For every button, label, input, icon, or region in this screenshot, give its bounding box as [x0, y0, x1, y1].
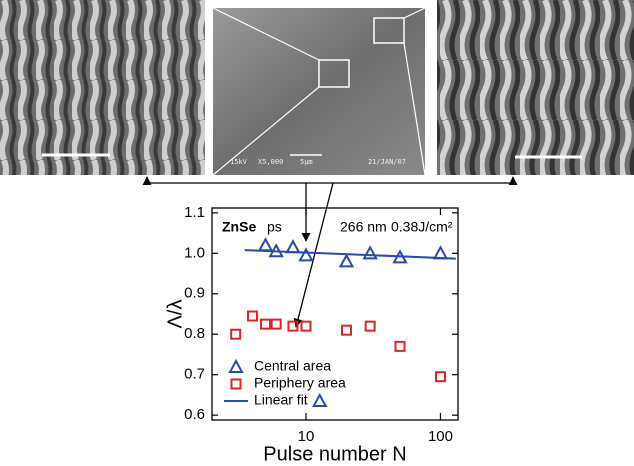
- x-axis-label: Pulse number N: [263, 443, 406, 465]
- annotation: ps: [267, 219, 282, 235]
- y-axis-label: Λ/λ: [164, 300, 186, 329]
- square-marker: [301, 322, 310, 331]
- x-tick-label: 10: [298, 428, 315, 445]
- figure: 15kV X5,000 5μm 21/JAN/07 ZnSe ps 266 nm…: [0, 0, 634, 466]
- sem-label: 15kV: [230, 158, 248, 166]
- square-marker: [232, 380, 241, 389]
- triangle-marker: [340, 255, 352, 266]
- sem-label: 5μm: [300, 158, 313, 166]
- y-tick-label: 0.9: [184, 285, 205, 302]
- square-marker: [272, 320, 281, 329]
- triangle-marker: [314, 395, 326, 406]
- sem-overview-image: [213, 8, 425, 175]
- annotation: 266 nm: [340, 219, 387, 235]
- sem-left-image: [0, 0, 205, 175]
- square-marker: [366, 322, 375, 331]
- triangle-marker: [287, 241, 299, 252]
- annotation: ZnSe: [222, 219, 256, 235]
- y-tick-label: 1.1: [184, 204, 205, 221]
- legend-label: Periphery area: [254, 375, 346, 391]
- triangle-marker: [300, 249, 312, 260]
- legend-label: Central area: [254, 358, 331, 374]
- sem-right-image: [437, 0, 634, 175]
- sem-label: X5,000: [258, 158, 283, 166]
- y-tick-label: 0.7: [184, 366, 205, 383]
- sem-label: 21/JAN/07: [368, 158, 406, 166]
- x-tick-label: 100: [428, 428, 453, 445]
- y-tick-label: 1.0: [184, 244, 205, 261]
- square-marker: [231, 330, 240, 339]
- square-marker: [436, 372, 445, 381]
- triangle-marker: [230, 361, 242, 372]
- square-marker: [342, 326, 351, 335]
- y-tick-label: 0.8: [184, 325, 205, 342]
- fit-line: [245, 250, 456, 258]
- y-tick-label: 0.6: [184, 406, 205, 423]
- connector-arrow: [296, 183, 333, 327]
- triangle-marker: [364, 247, 376, 258]
- triangle-marker: [260, 239, 272, 250]
- square-marker: [261, 320, 270, 329]
- square-marker: [248, 312, 257, 321]
- square-marker: [395, 342, 404, 351]
- legend-label: Linear fit: [254, 392, 308, 408]
- annotation: 0.38J/cm²: [391, 219, 453, 235]
- triangle-marker: [434, 247, 446, 258]
